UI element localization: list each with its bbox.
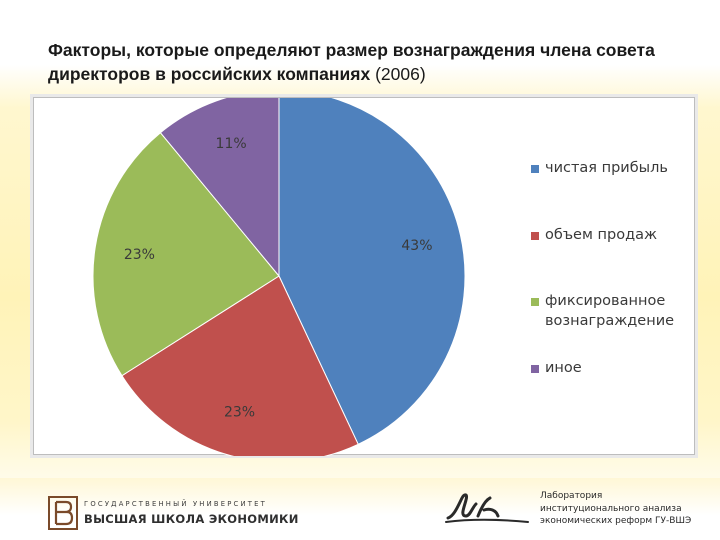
- iia-logo-icon: [445, 493, 529, 523]
- pie-slice-net-profit: [278, 98, 466, 445]
- pie-slice-sales-volume: [121, 275, 359, 456]
- pie-data-label-other: 11%: [216, 136, 247, 152]
- pie-slice-fixed-remuneration: [92, 131, 280, 377]
- pie-data-label-fixed-remuneration: 23%: [124, 247, 155, 263]
- legend-label: фиксированное: [545, 293, 666, 309]
- pie-chart-svg: 43% 23% 23% 11%: [92, 98, 466, 456]
- legend-label-line2: вознаграждение: [545, 313, 675, 329]
- lab-name: Лаборатория институционального анализа э…: [540, 490, 691, 528]
- page-title: Факторы, которые определяют размер возна…: [48, 38, 688, 86]
- legend-label: чистая прибыль: [545, 160, 668, 176]
- legend-label: объем продаж: [545, 227, 658, 243]
- hse-logo-icon: [48, 496, 78, 530]
- pie-slice-other: [159, 98, 280, 278]
- title-year: (2006): [375, 64, 426, 84]
- pie-chart: 43% 23% 23% 11% чистая прибыль объем продаж…: [33, 97, 695, 456]
- legend-swatch: [531, 165, 539, 173]
- footer-band: [0, 478, 720, 540]
- pie-data-label-net-profit: 43%: [401, 238, 432, 254]
- legend-swatch: [531, 298, 539, 306]
- legend-swatch: [531, 365, 539, 373]
- hse-name-line1: ГОСУДАРСТВЕННЫЙ УНИВЕРСИТЕТ: [84, 500, 267, 508]
- title-text: Факторы, которые определяют размер возна…: [48, 40, 655, 84]
- legend-swatch: [531, 232, 539, 240]
- lab-line1: Лаборатория: [540, 491, 603, 501]
- legend-label: иное: [545, 360, 582, 376]
- lab-line2: институционального анализа: [540, 503, 682, 514]
- lab-line3: экономических реформ ГУ-ВШЭ: [540, 516, 692, 526]
- pie-data-label-sales-volume: 23%: [224, 405, 255, 421]
- hse-name-line2: ВЫСШАЯ ШКОЛА ЭКОНОМИКИ: [84, 512, 299, 526]
